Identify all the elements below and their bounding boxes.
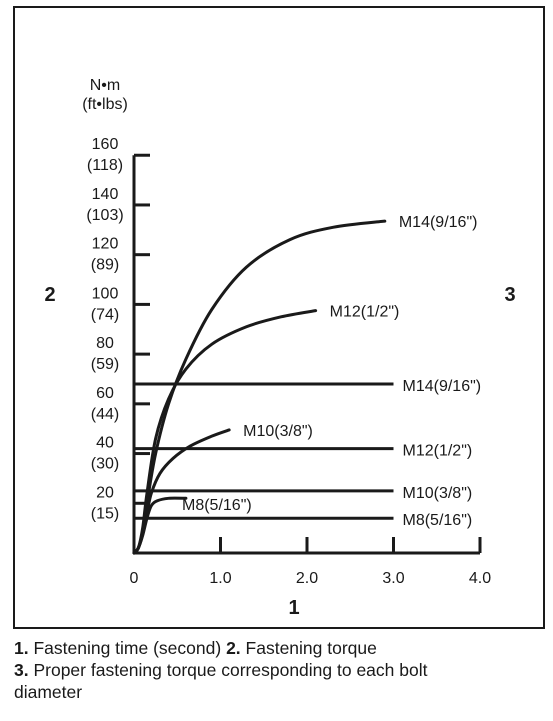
caption-text-1: Fastening time (second) — [28, 638, 227, 658]
y-tick-label-nm: 120 — [92, 236, 119, 253]
y-unit-label-alt: (ft•lbs) — [82, 96, 128, 113]
y-tick-label-ftlbs: (59) — [91, 356, 119, 373]
y-tick-label-nm: 40 — [96, 435, 114, 452]
right-marker: 3 — [504, 284, 515, 306]
y-tick-label-ftlbs: (118) — [87, 157, 123, 174]
caption-line-3: diameter — [14, 682, 83, 702]
torque-chart: 160(118)140(103)120(89)100(74)80(59)60(4… — [44, 77, 515, 619]
y-tick-label-nm: 20 — [96, 484, 114, 501]
reference-line-label: M12(1/2") — [403, 443, 473, 460]
torque-curve — [132, 219, 387, 555]
x-tick-label: 1.0 — [209, 570, 231, 587]
y-tick-label-nm: 60 — [96, 385, 114, 402]
caption-text-3: Proper fastening torque corresponding to… — [28, 660, 428, 680]
reference-line-label: M10(3/8") — [403, 485, 473, 502]
y-unit-label: N•m — [90, 77, 120, 94]
curve-end-label: M10(3/8") — [243, 423, 313, 440]
x-tick-label: 4.0 — [469, 570, 491, 587]
y-tick-label-ftlbs: (74) — [91, 306, 119, 323]
y-tick-label-ftlbs: (89) — [91, 257, 119, 274]
caption-number-2: 2. — [226, 638, 241, 658]
y-axis-marker: 2 — [44, 284, 55, 306]
reference-line-label: M14(9/16") — [403, 378, 482, 395]
caption-number-3: 3. — [14, 660, 29, 680]
caption-number-1: 1. — [14, 638, 29, 658]
x-tick-label: 0 — [130, 570, 139, 587]
y-tick-label-ftlbs: (103) — [86, 207, 123, 224]
x-tick-label: 3.0 — [382, 570, 404, 587]
y-tick-label-nm: 160 — [92, 136, 119, 153]
y-tick-label-ftlbs: (15) — [91, 505, 119, 522]
y-tick-label-ftlbs: (30) — [91, 456, 119, 473]
reference-line-label: M8(5/16") — [403, 512, 473, 529]
y-tick-label-nm: 80 — [96, 335, 114, 352]
caption-line-1: 1. Fastening time (second) 2. Fastening … — [14, 637, 544, 659]
caption-text-2: Fastening torque — [240, 638, 377, 658]
figure-caption: 1. Fastening time (second) 2. Fastening … — [14, 637, 544, 703]
torque-curve — [132, 496, 188, 555]
chart-frame — [13, 6, 545, 629]
caption-line-2: 3. Proper fastening torque corresponding… — [14, 659, 544, 681]
y-tick-label-ftlbs: (44) — [91, 406, 119, 423]
curve-end-label: M8(5/16") — [182, 497, 252, 514]
y-tick-label-nm: 100 — [92, 285, 119, 302]
curve-end-label: M12(1/2") — [330, 304, 400, 321]
x-tick-label: 2.0 — [296, 570, 318, 587]
y-tick-label-nm: 140 — [92, 186, 119, 203]
x-axis-marker: 1 — [288, 597, 299, 619]
curve-end-label: M14(9/16") — [399, 214, 478, 231]
